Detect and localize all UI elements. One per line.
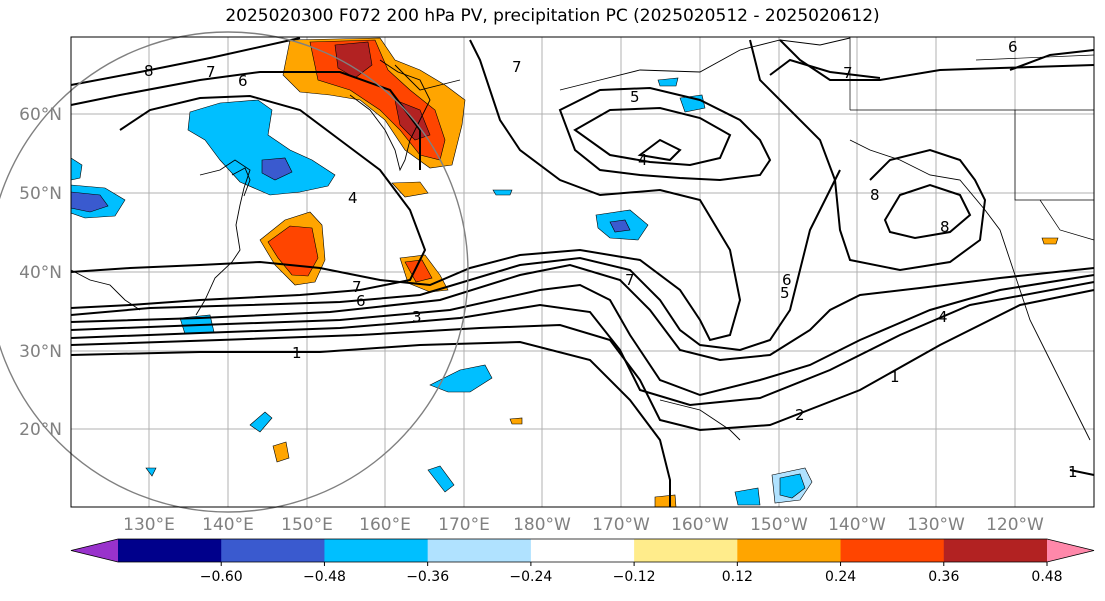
lon-label: 170°W	[592, 515, 650, 535]
contour-label: 7	[843, 64, 853, 82]
lon-label: 170°E	[438, 515, 490, 535]
lon-label: 140°W	[828, 515, 886, 535]
longitude-labels: 130°E 140°E 150°E 160°E 170°E 180°W 170°…	[123, 515, 1044, 535]
colorbar-tick-label: 0.36	[928, 569, 959, 585]
lat-label: 60°N	[19, 105, 62, 125]
colorbar-segment	[943, 539, 1048, 562]
contour-labels: 8 7 6 7 5 4 6 7 8 8 7 6 3 1 7 6 5 4 2 1 …	[144, 38, 1078, 481]
contour-label: 6	[782, 271, 792, 289]
colorbar-tick-label: −0.12	[613, 569, 656, 585]
colorbar-segment	[737, 539, 842, 562]
colorbar-outline	[70, 538, 1095, 563]
colorbar-segment	[634, 539, 738, 562]
colorbar: −0.60 −0.48 −0.36 −0.24 −0.12 0.12 0.24 0.36 0.4…	[70, 538, 1095, 585]
graticule	[71, 37, 1094, 507]
colorbar-tick-label: −0.60	[200, 569, 243, 585]
colorbar-segment	[530, 539, 635, 562]
colorbar-segment	[118, 539, 222, 562]
colorbar-tick-label: 0.12	[722, 569, 753, 585]
lon-label: 130°E	[123, 515, 175, 535]
latitude-labels: 60°N 50°N 40°N 30°N 20°N	[19, 105, 62, 440]
colorbar-tick-label: −0.24	[509, 569, 552, 585]
lat-label: 40°N	[19, 263, 62, 283]
contour-label: 3	[412, 308, 422, 326]
lon-label: 150°W	[750, 515, 808, 535]
political-borders	[849, 37, 1095, 241]
lat-label: 20°N	[19, 420, 62, 440]
colorbar-extension-low	[71, 539, 118, 562]
contour-label: 5	[780, 284, 790, 302]
contour-label: 7	[625, 271, 635, 289]
colorbar-extension-high	[1047, 539, 1094, 562]
lat-label: 30°N	[19, 342, 62, 362]
contour-label: 5	[630, 88, 640, 106]
lon-label: 140°E	[202, 515, 254, 535]
contour-label: 1	[292, 344, 302, 362]
contour-label: 7	[352, 278, 362, 296]
contour-label: 6	[238, 72, 248, 90]
contour-label: 7	[512, 58, 522, 76]
colorbar-segment	[221, 539, 325, 562]
contour-label: 8	[144, 62, 154, 80]
colorbar-tick-label: −0.36	[406, 569, 449, 585]
map-frame	[70, 36, 1095, 508]
precip-negative	[70, 77, 813, 506]
contour-label: 8	[870, 186, 880, 204]
lon-label: 180°W	[513, 515, 571, 535]
contour-label: 4	[348, 189, 358, 207]
colorbar-tick-label: 0.48	[1031, 569, 1062, 585]
contour-label: 2	[795, 406, 805, 424]
colorbar-tick-label: 0.24	[825, 569, 856, 585]
contour-label: 8	[940, 218, 950, 236]
contour-label: 4	[638, 151, 648, 169]
coastlines	[70, 37, 1091, 441]
lon-label: 150°E	[281, 515, 333, 535]
lon-label: 160°W	[671, 515, 729, 535]
colorbar-segment	[324, 539, 429, 562]
pv-contours	[70, 37, 1095, 507]
contour-label: 1	[1068, 463, 1078, 481]
lat-label: 50°N	[19, 184, 62, 204]
lon-label: 120°W	[986, 515, 1044, 535]
contour-label: 4	[938, 308, 948, 326]
colorbar-segment	[840, 539, 945, 562]
contour-label: 1	[890, 368, 900, 386]
contour-label: 7	[206, 63, 216, 81]
lon-label: 130°W	[907, 515, 965, 535]
lon-label: 160°E	[359, 515, 411, 535]
map-title: 2025020300 F072 200 hPa PV, precipitatio…	[225, 6, 880, 26]
colorbar-tick-label: −0.48	[303, 569, 346, 585]
contour-label: 6	[356, 292, 366, 310]
radius-circle	[0, 31, 469, 513]
colorbar-segment	[427, 539, 532, 562]
contour-label: 6	[1008, 38, 1018, 56]
